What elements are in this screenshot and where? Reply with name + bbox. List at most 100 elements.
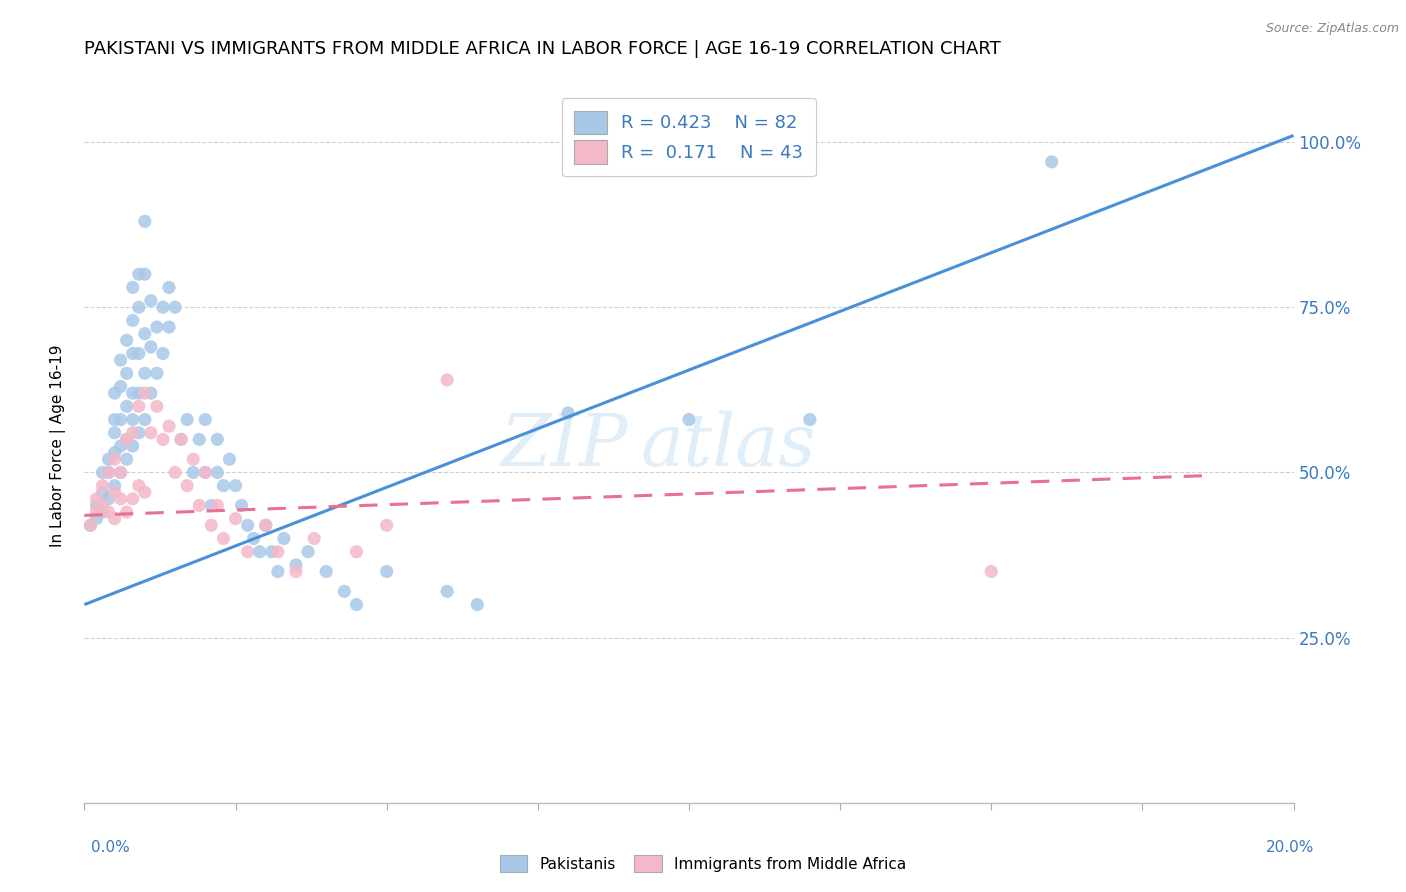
Point: [128, 425, 150, 440]
Point: [176, 478, 198, 492]
Point: [285, 558, 308, 572]
Point: [139, 293, 162, 308]
Point: [121, 439, 143, 453]
Point: [97, 505, 120, 519]
Point: [97, 452, 120, 467]
Point: [134, 412, 156, 426]
Point: [188, 499, 211, 513]
Point: [91, 505, 114, 519]
Point: [267, 545, 290, 559]
Text: ZIP: ZIP: [501, 410, 628, 482]
Point: [128, 386, 150, 401]
Point: [157, 280, 180, 294]
Point: [128, 300, 150, 314]
Point: [225, 511, 247, 525]
Point: [86, 505, 108, 519]
Point: [97, 491, 120, 506]
Point: [254, 518, 277, 533]
Point: [152, 346, 174, 360]
Point: [79, 518, 101, 533]
Point: [128, 478, 150, 492]
Point: [146, 400, 169, 414]
Point: [97, 466, 120, 480]
Point: [799, 412, 821, 426]
Point: [157, 419, 180, 434]
Point: [375, 565, 398, 579]
Text: 20.0%: 20.0%: [1267, 840, 1315, 855]
Point: [207, 466, 229, 480]
Point: [115, 452, 138, 467]
Point: [115, 333, 138, 347]
Point: [297, 545, 319, 559]
Point: [104, 485, 127, 500]
Point: [134, 367, 156, 381]
Point: [110, 353, 132, 368]
Point: [104, 452, 127, 467]
Point: [104, 478, 127, 492]
Point: [260, 545, 283, 559]
Point: [436, 373, 458, 387]
Point: [91, 499, 114, 513]
Point: [134, 267, 156, 281]
Point: [121, 425, 143, 440]
Point: [115, 367, 138, 381]
Point: [86, 491, 108, 506]
Point: [134, 485, 156, 500]
Point: [104, 386, 127, 401]
Point: [980, 565, 1002, 579]
Point: [115, 400, 138, 414]
Point: [104, 425, 127, 440]
Point: [218, 452, 240, 467]
Point: [139, 425, 162, 440]
Point: [86, 511, 108, 525]
Point: [110, 466, 132, 480]
Point: [170, 433, 193, 447]
Point: [207, 433, 229, 447]
Point: [242, 532, 264, 546]
Point: [194, 466, 217, 480]
Point: [346, 545, 368, 559]
Point: [152, 433, 174, 447]
Point: [79, 518, 101, 533]
Point: [315, 565, 337, 579]
Legend: Pakistanis, Immigrants from Middle Africa: Pakistanis, Immigrants from Middle Afric…: [492, 847, 914, 880]
Point: [176, 412, 198, 426]
Point: [188, 433, 211, 447]
Point: [181, 466, 204, 480]
Point: [110, 412, 132, 426]
Point: [115, 433, 138, 447]
Point: [121, 412, 143, 426]
Point: [146, 320, 169, 334]
Point: [225, 478, 247, 492]
Point: [86, 499, 108, 513]
Point: [333, 584, 356, 599]
Point: [254, 518, 277, 533]
Text: Source: ZipAtlas.com: Source: ZipAtlas.com: [1265, 22, 1399, 36]
Point: [121, 280, 143, 294]
Point: [375, 518, 398, 533]
Y-axis label: In Labor Force | Age 16-19: In Labor Force | Age 16-19: [49, 344, 66, 548]
Point: [134, 386, 156, 401]
Point: [236, 518, 259, 533]
Point: [181, 452, 204, 467]
Point: [157, 320, 180, 334]
Point: [134, 326, 156, 341]
Point: [115, 505, 138, 519]
Text: 0.0%: 0.0%: [91, 840, 131, 855]
Point: [194, 466, 217, 480]
Point: [110, 491, 132, 506]
Point: [110, 466, 132, 480]
Point: [200, 518, 222, 533]
Point: [207, 499, 229, 513]
Point: [128, 267, 150, 281]
Point: [97, 466, 120, 480]
Text: atlas: atlas: [641, 410, 815, 482]
Point: [170, 433, 193, 447]
Point: [121, 313, 143, 327]
Point: [91, 478, 114, 492]
Point: [104, 412, 127, 426]
Point: [104, 445, 127, 459]
Point: [231, 499, 253, 513]
Point: [212, 478, 235, 492]
Legend: R = 0.423    N = 82, R =  0.171    N = 43: R = 0.423 N = 82, R = 0.171 N = 43: [562, 98, 815, 177]
